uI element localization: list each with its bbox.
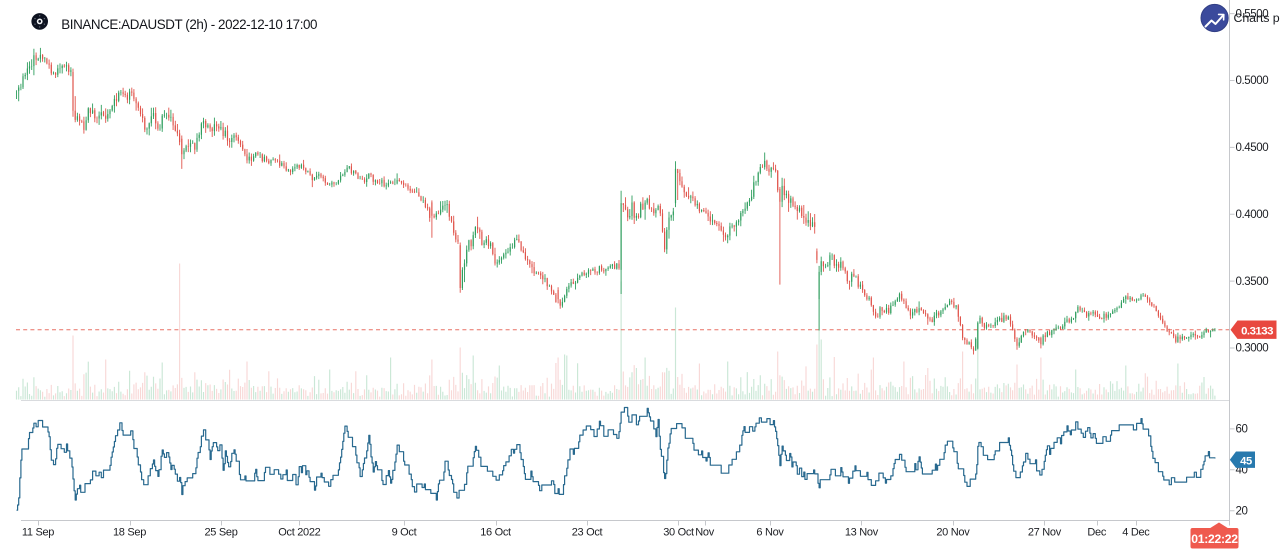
- svg-text:Dec: Dec: [1087, 526, 1106, 538]
- svg-text:0.5000: 0.5000: [1236, 75, 1269, 87]
- svg-text:0.4500: 0.4500: [1236, 142, 1269, 154]
- svg-text:11 Sep: 11 Sep: [22, 526, 54, 538]
- svg-text:45: 45: [1240, 455, 1252, 467]
- svg-text:60: 60: [1236, 424, 1248, 436]
- svg-text:13 Nov: 13 Nov: [845, 526, 879, 538]
- svg-text:20 Nov: 20 Nov: [936, 526, 970, 538]
- svg-text:23 Oct: 23 Oct: [572, 526, 603, 538]
- svg-text:0.5500: 0.5500: [1236, 8, 1269, 20]
- svg-text:9 Oct: 9 Oct: [392, 526, 417, 538]
- svg-text:0.3133: 0.3133: [1241, 325, 1273, 337]
- svg-text:BINANCE:ADAUSDT (2h) - 2022-12: BINANCE:ADAUSDT (2h) - 2022-12-10 17:00: [61, 17, 317, 32]
- svg-text:4 Dec: 4 Dec: [1122, 526, 1150, 538]
- svg-text:30 Oct: 30 Oct: [663, 526, 694, 538]
- svg-text:0.4000: 0.4000: [1236, 209, 1269, 221]
- svg-text:01:22:22: 01:22:22: [1191, 532, 1238, 546]
- svg-text:18 Sep: 18 Sep: [113, 526, 146, 538]
- svg-text:Oct 2022: Oct 2022: [278, 526, 320, 538]
- svg-text:0.3000: 0.3000: [1236, 343, 1269, 355]
- svg-text:Nov: Nov: [695, 526, 714, 538]
- svg-text:25 Sep: 25 Sep: [204, 526, 237, 538]
- svg-text:27 Nov: 27 Nov: [1028, 526, 1062, 538]
- svg-text:Charts po: Charts po: [1234, 11, 1280, 25]
- svg-text:20: 20: [1236, 505, 1248, 517]
- svg-text:16 Oct: 16 Oct: [480, 526, 511, 538]
- svg-text:0.3500: 0.3500: [1236, 276, 1269, 288]
- svg-text:6 Nov: 6 Nov: [756, 526, 784, 538]
